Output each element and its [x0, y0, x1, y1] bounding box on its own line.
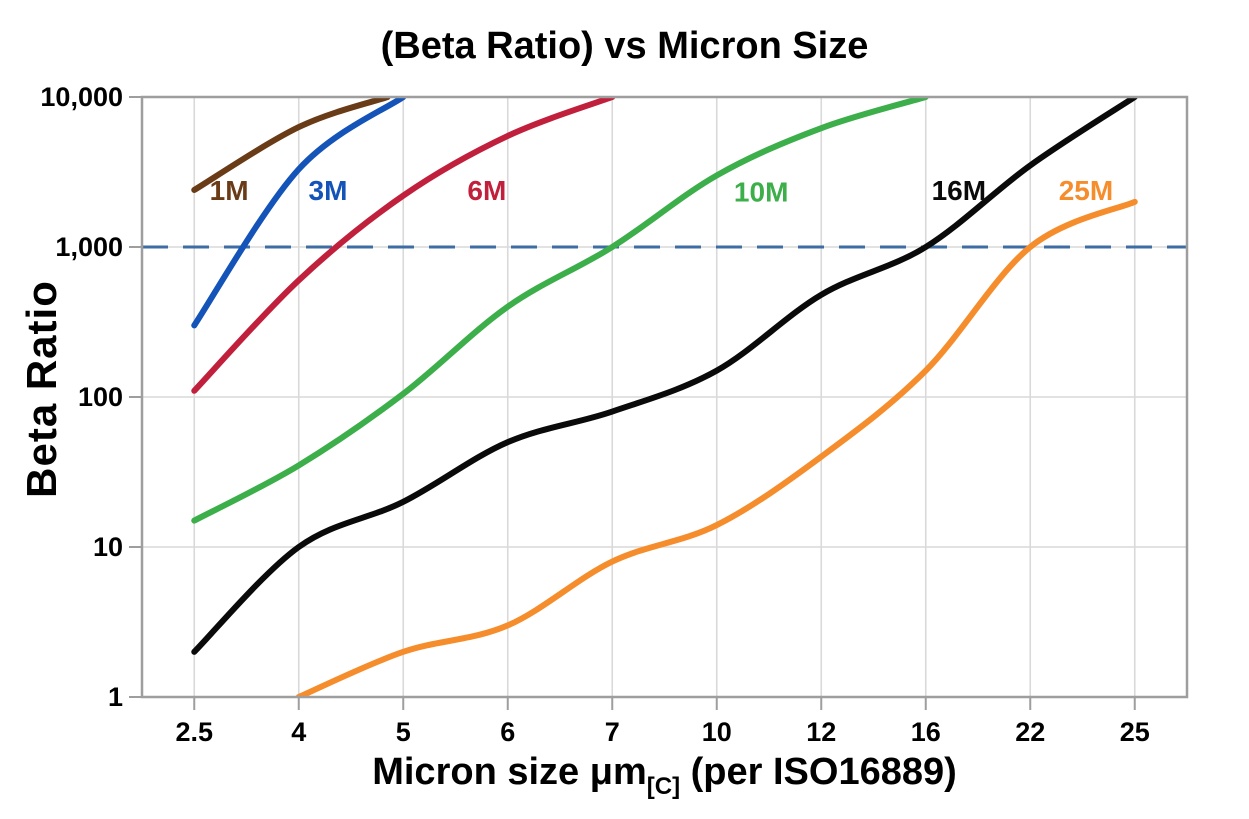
- curve-16M: [191, 97, 1138, 655]
- x-tick-label: 25: [1120, 717, 1150, 747]
- x-tick-label: 7: [605, 717, 620, 747]
- y-tick-label: 1,000: [55, 232, 123, 262]
- curve-1M: [191, 97, 391, 193]
- x-tick-label: 10: [702, 717, 732, 747]
- y-tick-label: 10: [93, 532, 123, 562]
- x-axis-title-rest: (per ISO16889): [680, 751, 957, 793]
- x-axis-title-subscript: [C]: [646, 773, 681, 800]
- curve-label-10M: 10M: [734, 176, 788, 207]
- curve-label-25M: 25M: [1059, 175, 1113, 206]
- plot-border: [140, 95, 1189, 699]
- curve-label-6M: 6M: [467, 175, 506, 206]
- curve-label-1M: 1M: [210, 175, 249, 206]
- x-tick-label: 12: [806, 717, 836, 747]
- curve-label-3M: 3M: [309, 175, 348, 206]
- curve-25M: [295, 198, 1138, 697]
- y-tick-label: 1: [108, 682, 123, 712]
- x-tick-label: 6: [500, 717, 515, 747]
- x-tick-label: 5: [396, 717, 411, 747]
- y-tick-label: 10,000: [40, 82, 123, 112]
- curve-10M: [191, 97, 929, 524]
- y-tick-label: 100: [78, 382, 123, 412]
- curve-3M: [191, 97, 407, 329]
- x-axis-title: Micron size μm[C] (per ISO16889): [0, 751, 1249, 800]
- chart-title: (Beta Ratio) vs Micron Size: [380, 25, 869, 67]
- x-tick-label: 16: [911, 717, 941, 747]
- curve-6M: [191, 97, 616, 394]
- curve-label-16M: 16M: [932, 175, 986, 206]
- x-tick-label: 22: [1015, 717, 1045, 747]
- x-axis-title-main: Micron size μm: [372, 751, 647, 793]
- x-tick-label: 4: [291, 717, 306, 747]
- x-tick-label: 2.5: [175, 717, 213, 747]
